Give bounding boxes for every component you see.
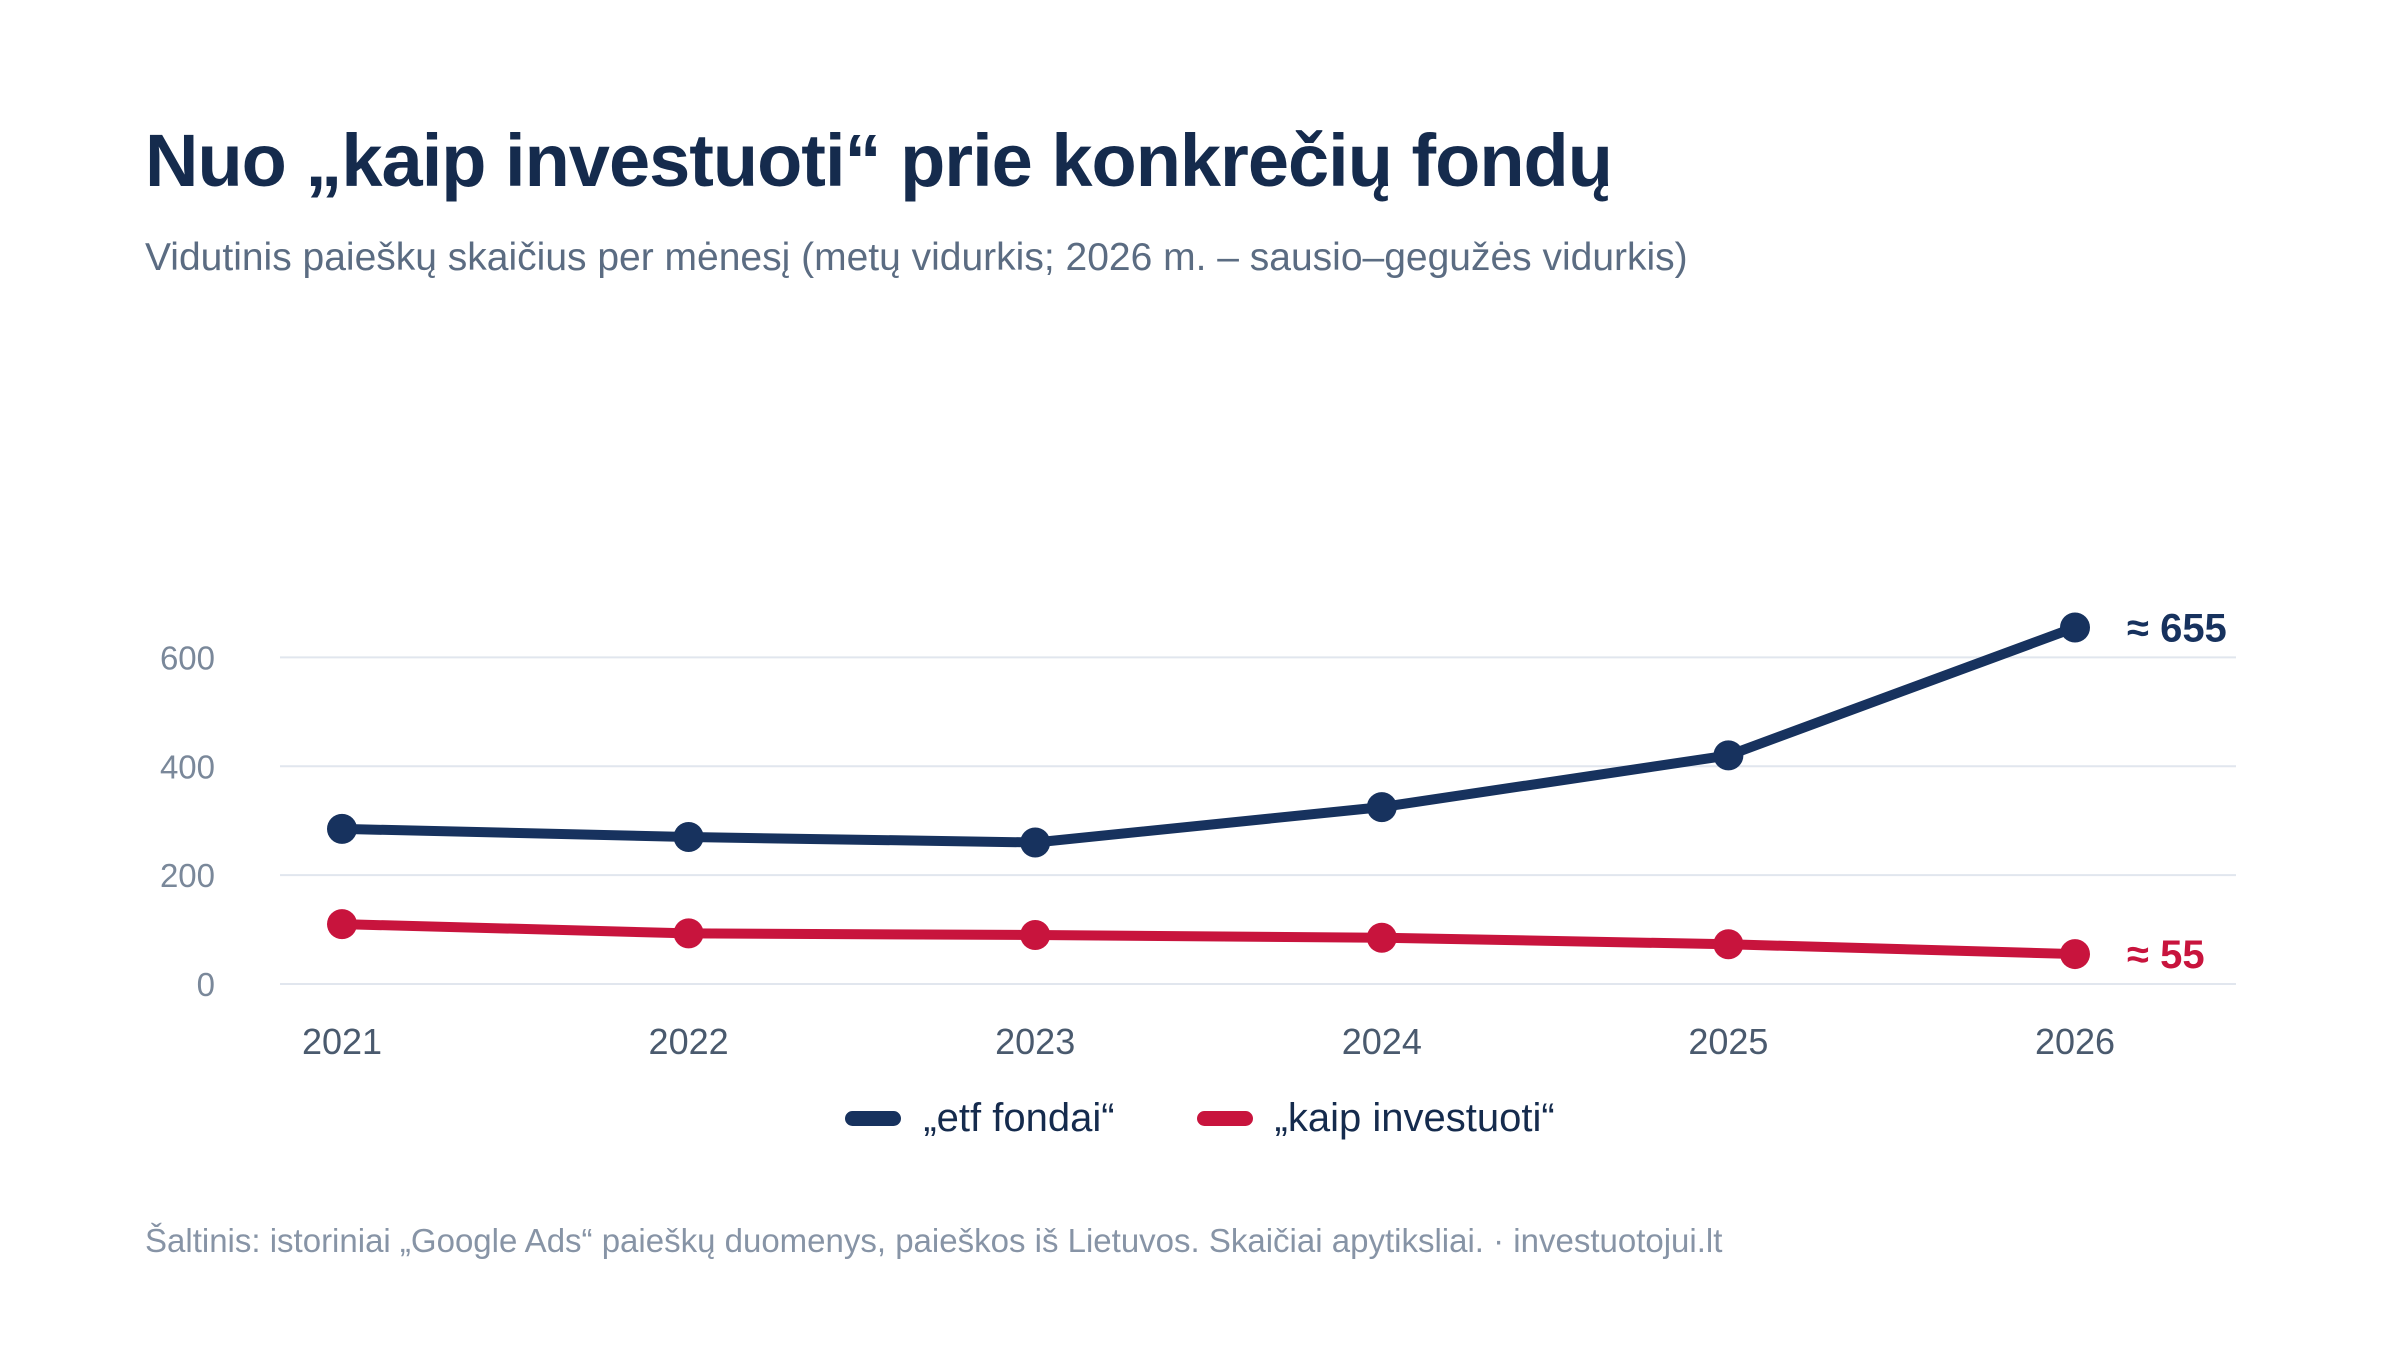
legend: „etf fondai“ „kaip investuoti“ <box>0 1096 2400 1141</box>
legend-label-etf-fondai: „etf fondai“ <box>923 1096 1115 1140</box>
data-point <box>2060 612 2090 643</box>
x-tick-label: 2021 <box>302 1021 382 1062</box>
source-footer: Šaltinis: istoriniai „Google Ads“ paiešk… <box>145 1222 1723 1259</box>
data-points <box>327 612 2090 970</box>
y-tick-label: 0 <box>197 966 215 1003</box>
chart-subtitle: Vidutinis paieškų skaičius per mėnesį (m… <box>145 236 1688 279</box>
legend-item-kaip-investuoti: „kaip investuoti“ <box>1196 1096 1555 1141</box>
series-lines <box>337 622 2080 960</box>
data-point <box>327 909 357 940</box>
data-point <box>673 822 704 853</box>
series-line-0 <box>337 622 2080 848</box>
data-point <box>1366 922 1397 953</box>
x-tick-label: 2023 <box>995 1021 1075 1062</box>
legend-item-etf-fondai: „etf fondai“ <box>845 1096 1115 1141</box>
x-axis-ticks: 2021 2022 2023 2024 2025 2026 <box>302 1021 2115 1062</box>
end-label-0: ≈ 655 <box>2127 606 2227 650</box>
data-point <box>327 813 357 844</box>
y-tick-label: 200 <box>160 857 215 894</box>
data-point <box>673 918 704 949</box>
x-tick-label: 2024 <box>1342 1021 1422 1062</box>
y-axis-ticks: 0 200 400 600 <box>160 639 215 1003</box>
y-tick-label: 600 <box>160 639 215 676</box>
series-line-1 <box>337 919 2080 960</box>
data-point <box>2060 939 2090 970</box>
chart-title: Nuo „kaip investuoti“ prie konkrečių fon… <box>145 119 1613 202</box>
data-point <box>1020 827 1051 858</box>
y-tick-label: 400 <box>160 748 215 785</box>
data-point <box>1713 929 1744 960</box>
x-tick-label: 2022 <box>649 1021 729 1062</box>
x-tick-label: 2026 <box>2035 1021 2115 1062</box>
legend-swatch-etf-fondai <box>845 1111 902 1126</box>
data-point <box>1713 740 1744 771</box>
end-label-1: ≈ 55 <box>2127 933 2205 977</box>
legend-swatch-kaip-investuoti <box>1196 1111 1253 1126</box>
grid-lines <box>280 656 2236 985</box>
x-tick-label: 2025 <box>1688 1021 1768 1062</box>
legend-label-kaip-investuoti: „kaip investuoti“ <box>1274 1096 1555 1140</box>
end-labels: ≈ 655 ≈ 55 <box>2127 606 2227 977</box>
line-chart: 0 200 400 600 2021 2022 2023 2024 2025 2026 ≈ 65… <box>160 606 2236 1062</box>
data-point <box>1366 792 1397 823</box>
data-point <box>1020 920 1051 951</box>
